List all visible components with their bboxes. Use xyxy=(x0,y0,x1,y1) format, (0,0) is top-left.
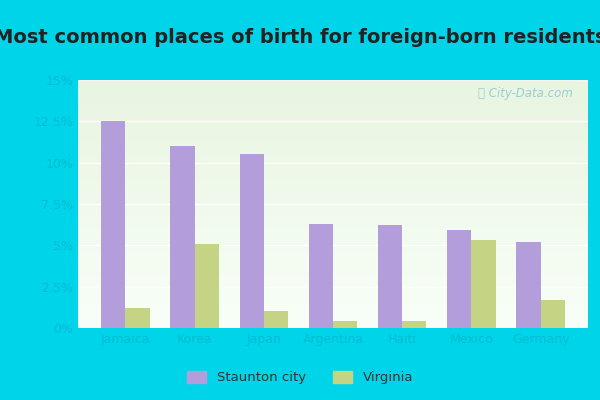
Bar xyxy=(194,244,219,328)
Bar xyxy=(378,226,402,328)
Bar xyxy=(472,240,496,328)
Bar xyxy=(239,154,264,328)
Text: Most common places of birth for foreign-born residents: Most common places of birth for foreign-… xyxy=(0,28,600,47)
Bar xyxy=(517,242,541,328)
Bar xyxy=(333,321,357,328)
Bar xyxy=(402,321,427,328)
Bar xyxy=(309,224,333,328)
Bar xyxy=(101,121,125,328)
Text: ⓘ City-Data.com: ⓘ City-Data.com xyxy=(478,88,573,100)
Bar xyxy=(447,230,472,328)
Bar xyxy=(264,312,288,328)
Bar xyxy=(541,300,565,328)
Legend: Staunton city, Virginia: Staunton city, Virginia xyxy=(181,366,419,390)
Bar xyxy=(125,308,149,328)
Bar xyxy=(170,146,194,328)
